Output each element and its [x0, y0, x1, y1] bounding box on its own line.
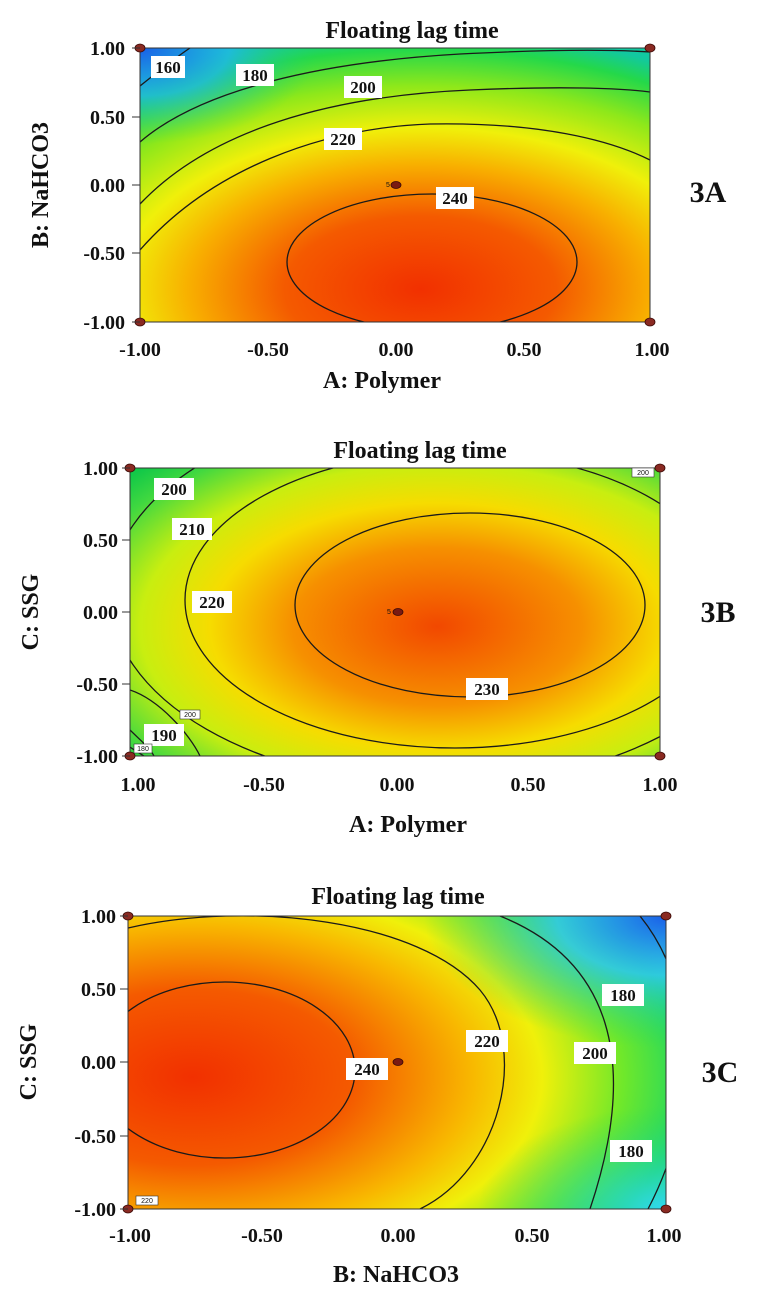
panel-3c-ytick: 0.50 — [81, 979, 116, 1001]
panel-3a-contour-labels: 160 180 200 220 240 — [151, 56, 474, 209]
panel-3b-ytick: 1.00 — [83, 458, 118, 480]
panel-3c-ylabel: C: SSG — [16, 1023, 42, 1100]
panel-3c-contour-labels: 180 220 200 240 180 220 — [135, 984, 652, 1206]
panel-3c-xtick: 1.00 — [647, 1225, 682, 1247]
panel-3a-ylabel: B: NaHCO3 — [28, 122, 54, 248]
panel-3b-contour-220 — [184, 468, 660, 749]
panel-3c-label-200: 200 — [582, 1044, 608, 1063]
panel-3a-ytick: 0.50 — [90, 107, 125, 129]
panel-3c-xtick: -0.50 — [241, 1225, 283, 1247]
panel-3b-label-190: 190 — [151, 726, 177, 745]
panel-3b-label-220: 220 — [199, 593, 225, 612]
panel-3a-contour-200 — [140, 87, 650, 205]
panel-3b-label-200-small: 200 — [184, 712, 196, 719]
panel-3b-contour-labels: 200 210 220 230 190 200 180 200 — [133, 467, 655, 754]
panel-3b-ylabel: C: SSG — [18, 573, 44, 650]
panel-3c-tag: 3C — [702, 1056, 739, 1089]
panel-3a-contours — [140, 48, 650, 322]
panel-3b-label-200: 200 — [161, 480, 187, 499]
panel-3a-xtick: 0.50 — [507, 339, 542, 361]
panel-3a-contour-220 — [140, 123, 650, 251]
panel-3c-xtick: 0.00 — [381, 1225, 416, 1247]
panel-3b-xtick: 1.00 — [121, 774, 156, 796]
panel-3b-label-180-small: 180 — [137, 746, 149, 753]
panel-3c-center-point — [392, 1058, 404, 1066]
panel-3a-contour-240 — [286, 193, 578, 322]
panel-3a-tag: 3A — [690, 176, 727, 209]
panel-3a-xtick: -1.00 — [119, 339, 161, 361]
panel-3a-ytick: -1.00 — [83, 312, 125, 334]
panel-3b-center-point: 5 — [387, 608, 404, 616]
svg-text:5: 5 — [387, 609, 391, 616]
panel-3b-xlabel: A: Polymer — [349, 812, 467, 838]
panel-3a-label-220: 220 — [330, 130, 356, 149]
svg-text:5: 5 — [386, 182, 390, 189]
panel-3c: Floating lag time 180 220 200 240 180 — [16, 884, 738, 1288]
panel-3a-design-points — [134, 43, 656, 327]
panel-3a: Floating lag time 160 180 200 220 — [28, 18, 727, 394]
panel-3c-xlabel: B: NaHCO3 — [333, 1262, 459, 1288]
panel-3b-label-200-corner: 200 — [637, 470, 649, 477]
panel-3a-xtick: 0.00 — [379, 339, 414, 361]
panel-3b-ytick: 0.00 — [83, 602, 118, 624]
panel-3b-label-230: 230 — [474, 680, 500, 699]
panel-3b: Floating lag time 200 210 220 230 190 — [18, 438, 736, 838]
panel-3a-xlabel: A: Polymer — [323, 368, 441, 394]
panel-3b-xtick: 0.50 — [511, 774, 546, 796]
panel-3c-contour-200 — [499, 916, 615, 1209]
panel-3c-y-ticks: 1.00 0.50 0.00 -0.50 -1.00 — [74, 906, 128, 1221]
panel-3b-title: Floating lag time — [333, 438, 507, 464]
panel-3a-contour-180 — [140, 49, 650, 143]
panel-3c-title: Floating lag time — [311, 884, 485, 910]
panel-3a-x-ticks: -1.00 -0.50 0.00 0.50 1.00 — [119, 339, 669, 361]
panel-3c-label-220: 220 — [474, 1032, 500, 1051]
panel-3a-label-240: 240 — [442, 189, 468, 208]
panel-3c-ytick: 0.00 — [81, 1052, 116, 1074]
panel-3c-x-ticks: -1.00 -0.50 0.00 0.50 1.00 — [109, 1225, 681, 1247]
panel-3c-label-180-lower: 180 — [618, 1142, 644, 1161]
panel-3a-center-point: 5 — [386, 181, 402, 189]
panel-3b-ytick: -1.00 — [76, 746, 118, 768]
panel-3b-y-ticks: 1.00 0.50 0.00 -0.50 -1.00 — [76, 458, 130, 768]
panel-3b-ytick: -0.50 — [76, 674, 118, 696]
panel-3b-xtick: -0.50 — [243, 774, 285, 796]
panel-3c-xtick: 0.50 — [515, 1225, 550, 1247]
panel-3c-ytick: 1.00 — [81, 906, 116, 928]
panel-3a-xtick: -0.50 — [247, 339, 289, 361]
panel-3a-ytick: 1.00 — [90, 38, 125, 60]
panel-3a-label-180: 180 — [242, 66, 268, 85]
panel-3b-xtick: 1.00 — [643, 774, 678, 796]
panel-3a-ytick: 0.00 — [90, 175, 125, 197]
panel-3a-label-200: 200 — [350, 78, 376, 97]
panel-3a-title: Floating lag time — [325, 18, 499, 44]
panel-3c-label-240: 240 — [354, 1060, 380, 1079]
panel-3b-label-210: 210 — [179, 520, 205, 539]
panel-3c-contour-220 — [128, 916, 506, 1209]
panel-3b-contour-190 — [130, 689, 201, 756]
panel-3a-xtick: 1.00 — [635, 339, 670, 361]
panel-3c-label-220-small: 220 — [141, 1198, 153, 1205]
panel-3a-y-ticks: 1.00 0.50 0.00 -0.50 -1.00 — [83, 38, 140, 334]
panel-3c-xtick: -1.00 — [109, 1225, 151, 1247]
panel-3a-ytick: -0.50 — [83, 243, 125, 265]
panel-3b-ytick: 0.50 — [83, 530, 118, 552]
panel-3b-xtick: 0.00 — [380, 774, 415, 796]
panel-3a-label-160: 160 — [155, 58, 181, 77]
panel-3c-label-180: 180 — [610, 986, 636, 1005]
panel-3b-tag: 3B — [700, 596, 735, 629]
panel-3b-x-ticks: 1.00 -0.50 0.00 0.50 1.00 — [121, 774, 678, 796]
panel-3c-ytick: -0.50 — [74, 1126, 116, 1148]
panel-3c-ytick: -1.00 — [74, 1199, 116, 1221]
